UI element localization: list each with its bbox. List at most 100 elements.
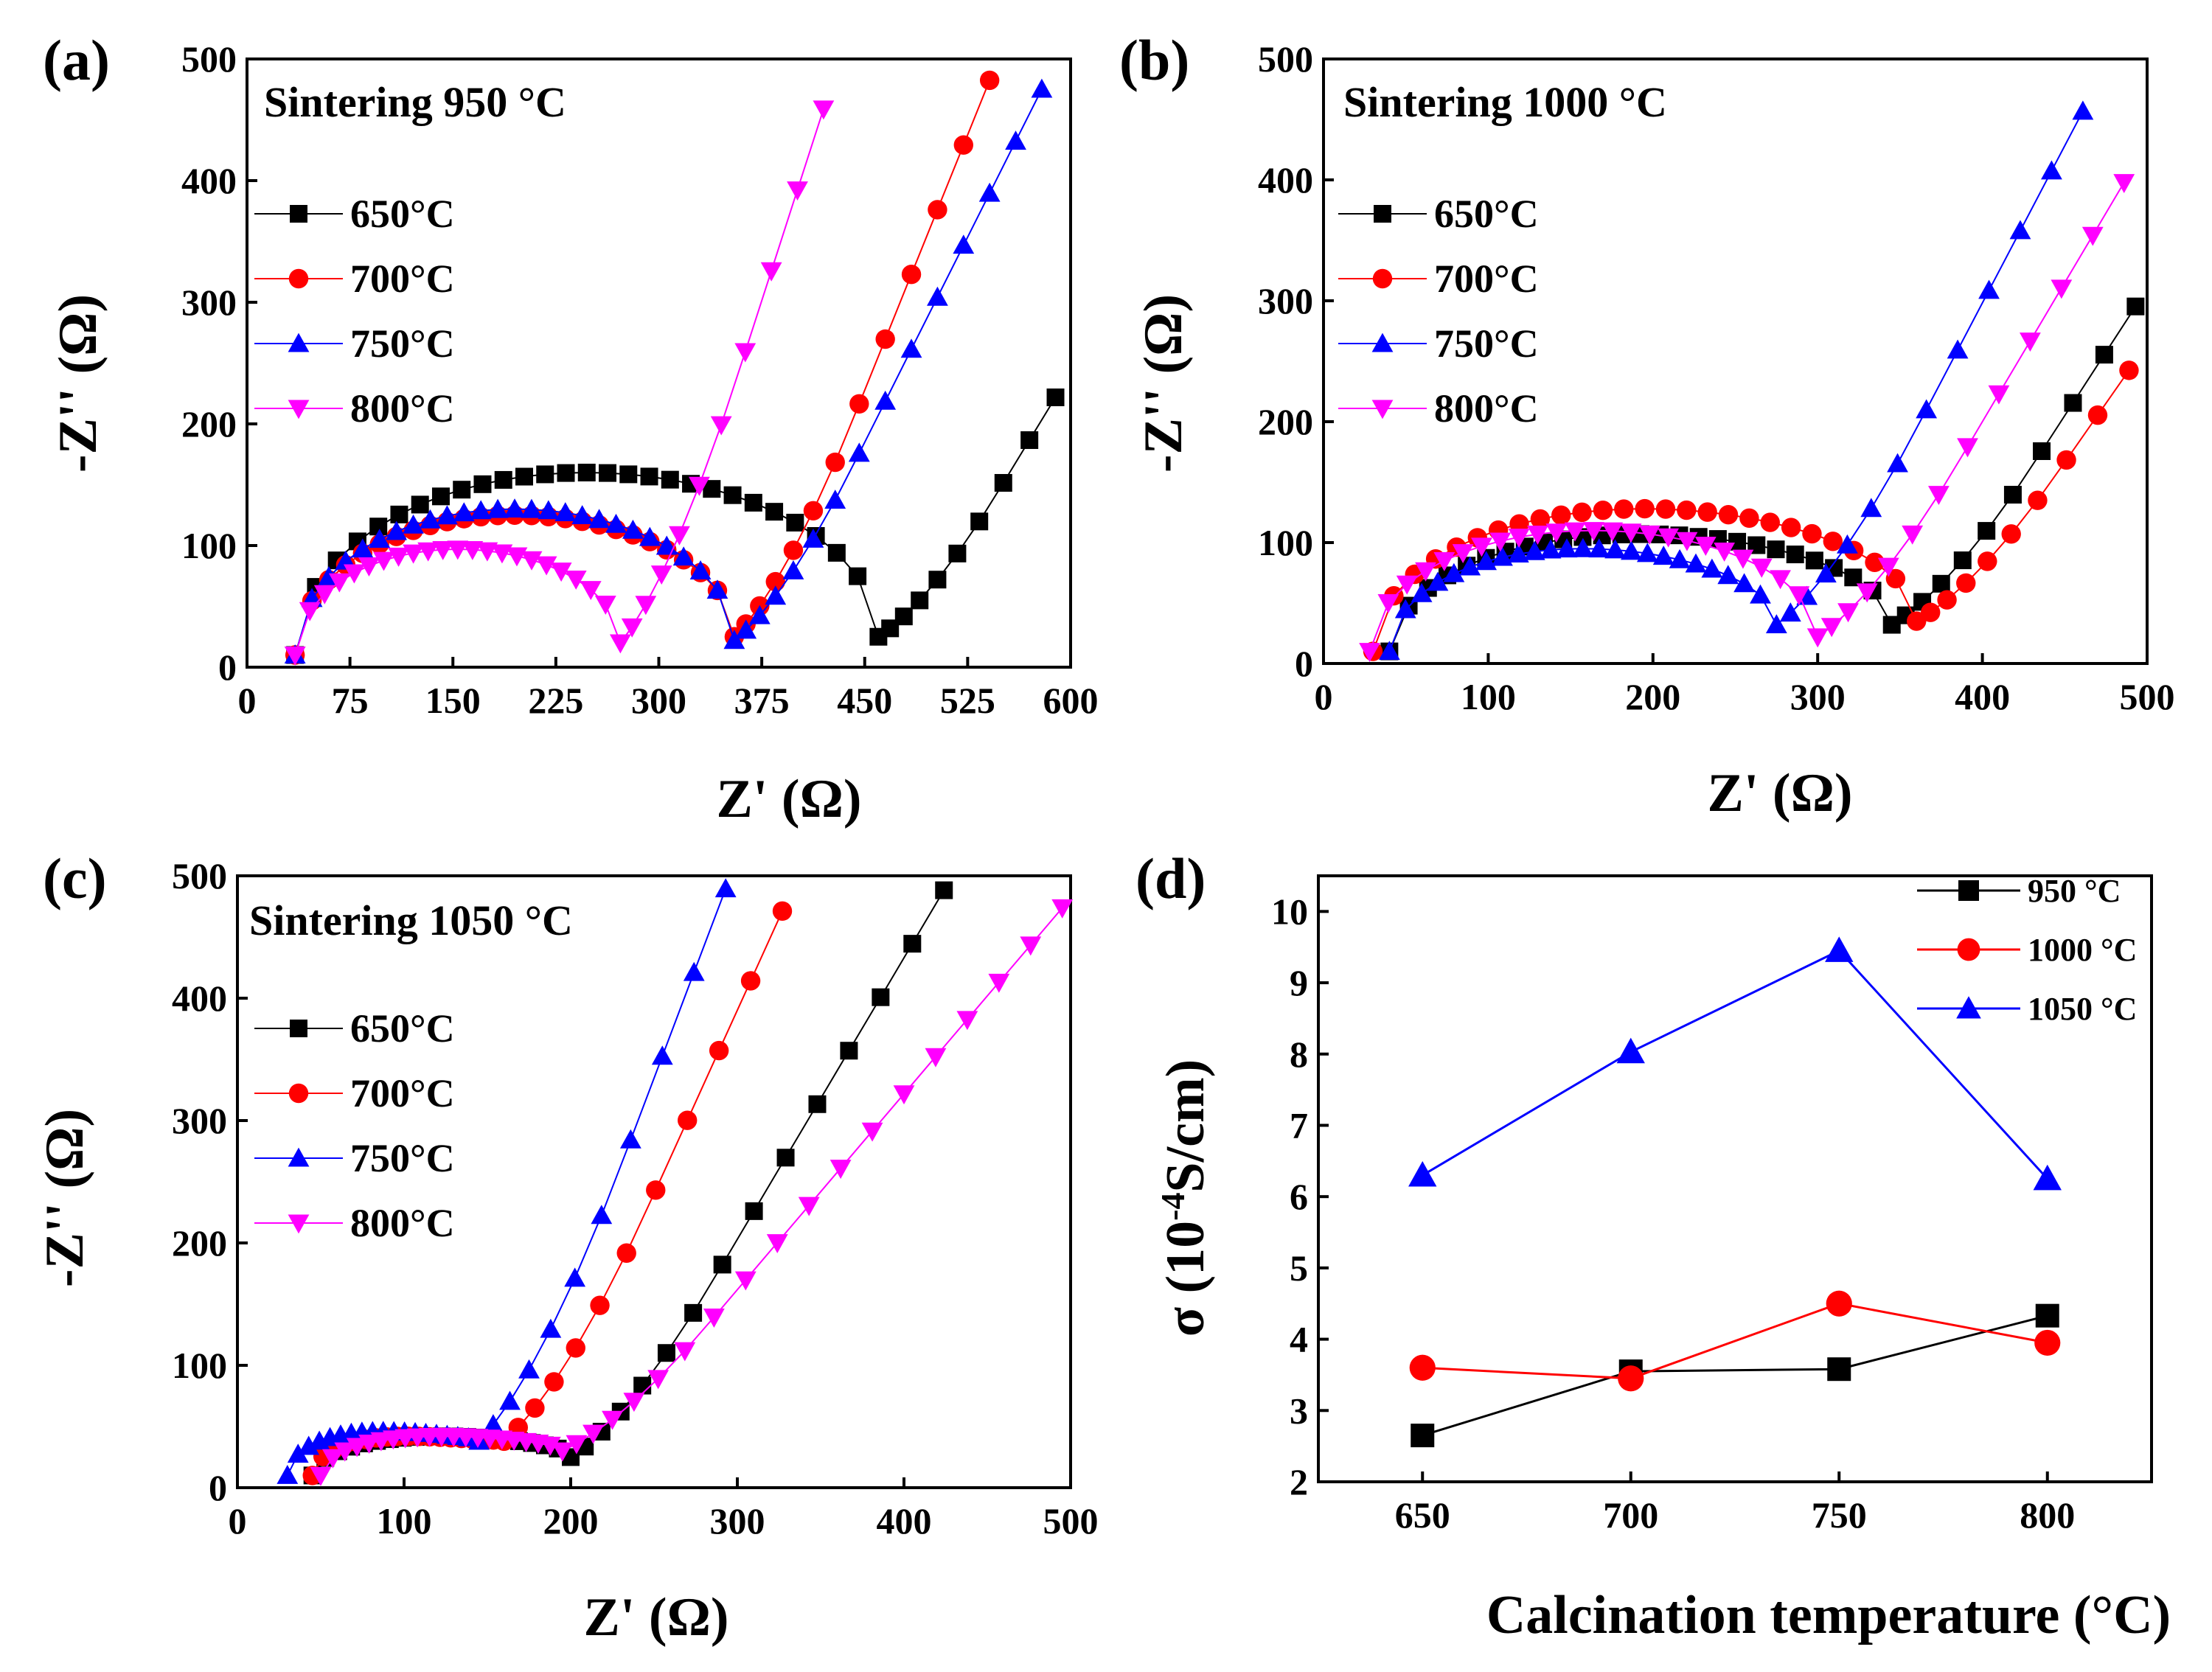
panel-b-legend-label: 650°C xyxy=(1434,192,1539,236)
panel-c-data-point xyxy=(647,1370,669,1390)
panel-b-data-point xyxy=(1837,603,1859,623)
panel-b-data-point xyxy=(1781,518,1801,537)
panel-b: (b) Sintering 1000 °C Z' (Ω) -Z'' (Ω) 0 1… xyxy=(1119,28,2175,823)
panel-c-data-point xyxy=(646,1180,666,1200)
panel-c-data-point xyxy=(310,1466,332,1486)
panel-a-data-point xyxy=(979,70,1000,91)
panel-a-data-point xyxy=(470,500,492,520)
panel-b-data-point xyxy=(2126,297,2145,316)
panel-c-data-point xyxy=(518,1359,540,1379)
panel-b-data-point xyxy=(1788,586,1810,606)
panel-b-data-point xyxy=(1802,523,1822,544)
panel-b-data-point xyxy=(2041,160,2062,180)
panel-c-data-point xyxy=(872,988,890,1006)
panel-b-data-point xyxy=(2051,279,2073,299)
panel-c-data-point xyxy=(552,1442,574,1462)
panel-c-data-point xyxy=(499,1390,521,1410)
panel-a-x-tick-label: 450 xyxy=(837,680,892,721)
panel-c-data-point xyxy=(678,1110,698,1130)
panel-b-data-point xyxy=(1885,568,1906,589)
panel-a-data-point xyxy=(787,181,808,201)
panel-b-data-point xyxy=(1932,574,1950,593)
panel-a-data-point xyxy=(369,529,391,548)
panel-c-x-tick-label: 200 xyxy=(543,1500,599,1542)
panel-a-data-point xyxy=(462,540,484,560)
panel-b-data-point xyxy=(1806,628,1829,648)
panel-c-legend: 650°C 700°C 750°C 800°C xyxy=(254,1006,455,1245)
panel-a-x-tick-label: 600 xyxy=(1043,680,1099,721)
panel-b-y-tick-label: 100 xyxy=(1258,522,1313,563)
panel-c-x-tick-label: 400 xyxy=(877,1500,932,1542)
panel-b-data-point xyxy=(1844,568,1863,587)
panel-c-data-point xyxy=(903,935,922,953)
panel-a-data-point xyxy=(1031,78,1053,98)
panel-d-y-axis-open: (10 xyxy=(1155,1221,1216,1307)
panel-a-data-point xyxy=(420,509,441,529)
panel-c-series-line xyxy=(311,910,783,1476)
panel-d-legend-marker xyxy=(1957,938,1980,961)
panel-c-data-point xyxy=(683,961,705,981)
panel-a-data-point xyxy=(928,571,947,589)
panel-c-legend-marker xyxy=(290,1020,307,1037)
panel-c-legend-label: 650°C xyxy=(350,1006,455,1051)
panel-a-data-point xyxy=(1005,130,1026,150)
panel-b-data-point xyxy=(1947,339,1969,359)
panel-a-data-point xyxy=(1046,388,1065,406)
panel-a-legend-marker xyxy=(288,400,310,419)
panel-b-data-point xyxy=(1714,542,1736,562)
panel-c-legend-label: 700°C xyxy=(350,1071,455,1115)
panel-a-data-point xyxy=(901,265,922,285)
panel-b-data-point xyxy=(1489,532,1512,552)
panel-b-legend-marker xyxy=(1374,205,1391,223)
panel-a-x-axis-title: Z' (Ω) xyxy=(717,769,862,829)
panel-b-data-point xyxy=(2019,332,2041,352)
panel-b-data-point xyxy=(1433,552,1455,571)
panel-d-y-axis-unit: S/cm) xyxy=(1155,1059,1216,1193)
panel-a-data-point xyxy=(927,286,948,306)
panel-a-data-point xyxy=(824,490,846,509)
panel-b-data-point xyxy=(1396,575,1418,595)
panel-c-legend-marker xyxy=(288,1147,310,1167)
panel-c-y-tick-label: 500 xyxy=(172,855,227,896)
panel-b-data-point xyxy=(1978,279,2000,299)
panel-d-x-tick-label: 700 xyxy=(1603,1494,1658,1536)
panel-b-data-point xyxy=(2033,442,2051,460)
panel-d-series-line xyxy=(1422,1314,2048,1437)
panel-b-data-point xyxy=(1779,602,1801,622)
panel-a-y-tick-label: 500 xyxy=(181,38,237,80)
panel-b-data-point xyxy=(1620,523,1642,543)
panel-b-data-point xyxy=(1658,528,1680,548)
panel-a-data-point xyxy=(640,467,658,486)
panel-c-data-point xyxy=(525,1398,545,1418)
panel-a-legend-label: 750°C xyxy=(350,321,455,366)
panel-b-data-point xyxy=(1572,502,1592,523)
panel-b-legend-label: 700°C xyxy=(1434,257,1539,301)
panel-b-data-point xyxy=(2056,450,2076,470)
panel-b-data-point xyxy=(1694,537,1717,556)
panel-c-data-point xyxy=(935,881,953,899)
panel-b-data-point xyxy=(1588,538,1610,558)
panel-b-data-point xyxy=(1856,583,1878,603)
panel-c-data-point xyxy=(772,901,793,922)
panel-a-data-point xyxy=(635,596,657,616)
panel-b-legend: 650°C 700°C 750°C 800°C xyxy=(1338,192,1539,431)
panel-b-data-point xyxy=(1770,570,1791,590)
panel-b-legend-marker xyxy=(1371,400,1394,419)
panel-a-data-point xyxy=(723,486,742,504)
panel-a-x-tick-label: 0 xyxy=(238,680,257,721)
panel-b-data-point xyxy=(1978,551,1997,571)
panel-a-y-tick-label: 400 xyxy=(181,160,237,201)
panel-a-data-point xyxy=(504,498,526,518)
panel-c: (c) Sintering 1050 °C Z' (Ω) -Z'' (Ω) 0 1… xyxy=(35,846,1099,1648)
panel-c-data-point xyxy=(830,1160,852,1180)
panel-b-data-point xyxy=(1823,532,1843,551)
panel-b-y-tick-label: 0 xyxy=(1295,643,1313,684)
panel-b-data-point xyxy=(2081,226,2104,246)
panel-a-data-point xyxy=(284,646,306,666)
panel-b-data-point xyxy=(1377,594,1399,613)
panel-c-data-point xyxy=(684,1303,703,1322)
panel-d-y-tick-label: 10 xyxy=(1271,891,1308,932)
panel-d-legend-label: 1050 °C xyxy=(2028,991,2137,1027)
panel-b-legend-marker xyxy=(1372,268,1393,289)
panel-a-data-point xyxy=(390,505,408,523)
